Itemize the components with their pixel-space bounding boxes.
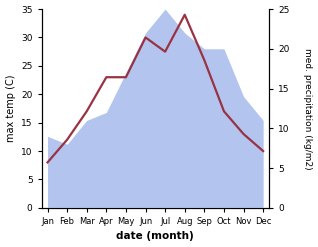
X-axis label: date (month): date (month) — [116, 231, 194, 242]
Y-axis label: max temp (C): max temp (C) — [5, 75, 16, 142]
Y-axis label: med. precipitation (kg/m2): med. precipitation (kg/m2) — [303, 48, 313, 169]
